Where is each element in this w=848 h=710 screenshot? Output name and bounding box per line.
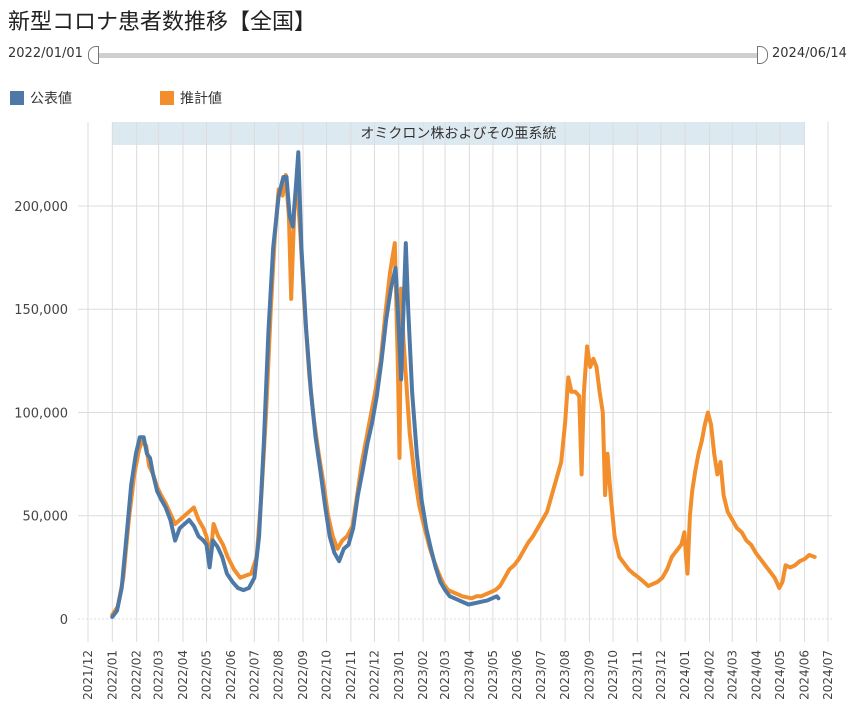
x-tick-label: 2022/10 (320, 650, 334, 700)
x-tick-label: 2023/11 (630, 650, 644, 700)
x-tick-label: 2024/03 (725, 650, 739, 700)
y-tick-label: 150,000 (14, 303, 68, 318)
x-tick-label: 2022/07 (247, 650, 261, 700)
x-tick-label: 2022/01 (105, 650, 119, 700)
x-tick-label: 2024/07 (821, 650, 835, 700)
legend-swatch-official (10, 91, 24, 105)
slider-end-handle[interactable] (757, 46, 768, 64)
x-tick-label: 2023/01 (392, 650, 406, 700)
x-tick-label: 2023/10 (606, 650, 620, 700)
x-tick-label: 2022/02 (130, 650, 144, 700)
legend-label-official: 公表値 (30, 91, 72, 107)
x-tick-label: 2022/11 (344, 650, 358, 700)
x-tick-label: 2022/03 (152, 650, 166, 700)
x-tick-label: 2022/04 (176, 650, 190, 700)
x-tick-label: 2022/06 (224, 650, 238, 700)
y-tick-label: 0 (60, 613, 68, 628)
x-tick-label: 2024/05 (773, 650, 787, 700)
x-tick-label: 2022/08 (272, 650, 286, 700)
x-tick-label: 2023/06 (510, 650, 524, 700)
x-tick-label: 2023/09 (582, 650, 596, 700)
x-tick-label: 2021/12 (81, 650, 95, 700)
x-tick-label: 2023/04 (462, 650, 476, 700)
x-tick-label: 2024/06 (797, 650, 811, 700)
x-tick-label: 2022/05 (199, 650, 213, 700)
x-tick-label: 2023/07 (534, 650, 548, 700)
x-tick-label: 2023/02 (416, 650, 430, 700)
x-tick-label: 2024/02 (703, 650, 717, 700)
x-tick-label: 2023/08 (558, 650, 572, 700)
range-start-label: 2022/01/01 (8, 46, 83, 61)
x-tick-label: 2024/01 (678, 650, 692, 700)
y-tick-label: 50,000 (23, 510, 69, 525)
x-tick-label: 2023/05 (486, 650, 500, 700)
annotation-band (112, 122, 805, 145)
range-end-label: 2024/06/14 (772, 46, 847, 61)
x-tick-label: 2022/12 (367, 650, 381, 700)
legend-item-estimate[interactable]: 推計値 (160, 88, 222, 108)
x-tick-label: 2023/12 (654, 650, 668, 700)
legend-swatch-estimate (160, 91, 174, 105)
legend-item-official[interactable]: 公表値 (10, 88, 72, 108)
x-tick-label: 2022/09 (296, 650, 310, 700)
series-line-official (110, 150, 501, 619)
x-tick-label: 2023/03 (438, 650, 452, 700)
x-tick-label: 2024/04 (750, 650, 764, 700)
page-title: 新型コロナ患者数推移【全国】 (8, 10, 317, 35)
slider-start-handle[interactable] (88, 46, 99, 64)
annotation-band-label: オミクロン株およびその亜系統 (360, 126, 556, 142)
series-line-estimate (110, 173, 817, 617)
y-tick-label: 100,000 (14, 406, 68, 421)
legend-label-estimate: 推計値 (180, 91, 222, 107)
y-tick-label: 200,000 (14, 200, 68, 215)
date-range-slider[interactable] (93, 53, 765, 58)
